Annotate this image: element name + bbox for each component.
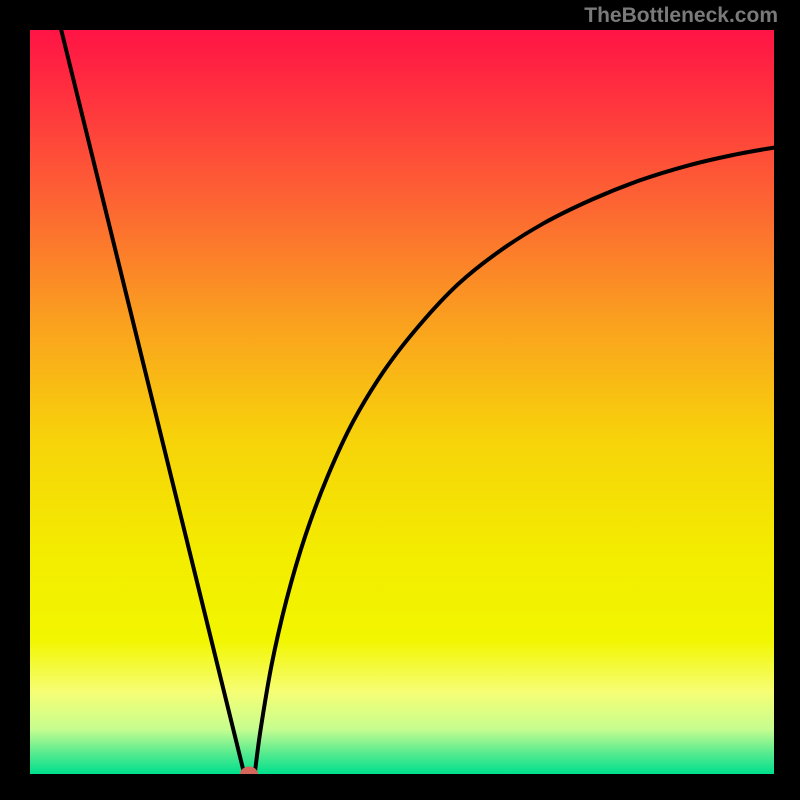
plot-area bbox=[30, 30, 774, 774]
chart-stage: TheBottleneck.com bbox=[0, 0, 800, 800]
curve-right-branch bbox=[255, 148, 774, 774]
curve-left-branch bbox=[61, 30, 244, 774]
curve-layer bbox=[30, 30, 774, 774]
attribution-label: TheBottleneck.com bbox=[584, 4, 778, 28]
